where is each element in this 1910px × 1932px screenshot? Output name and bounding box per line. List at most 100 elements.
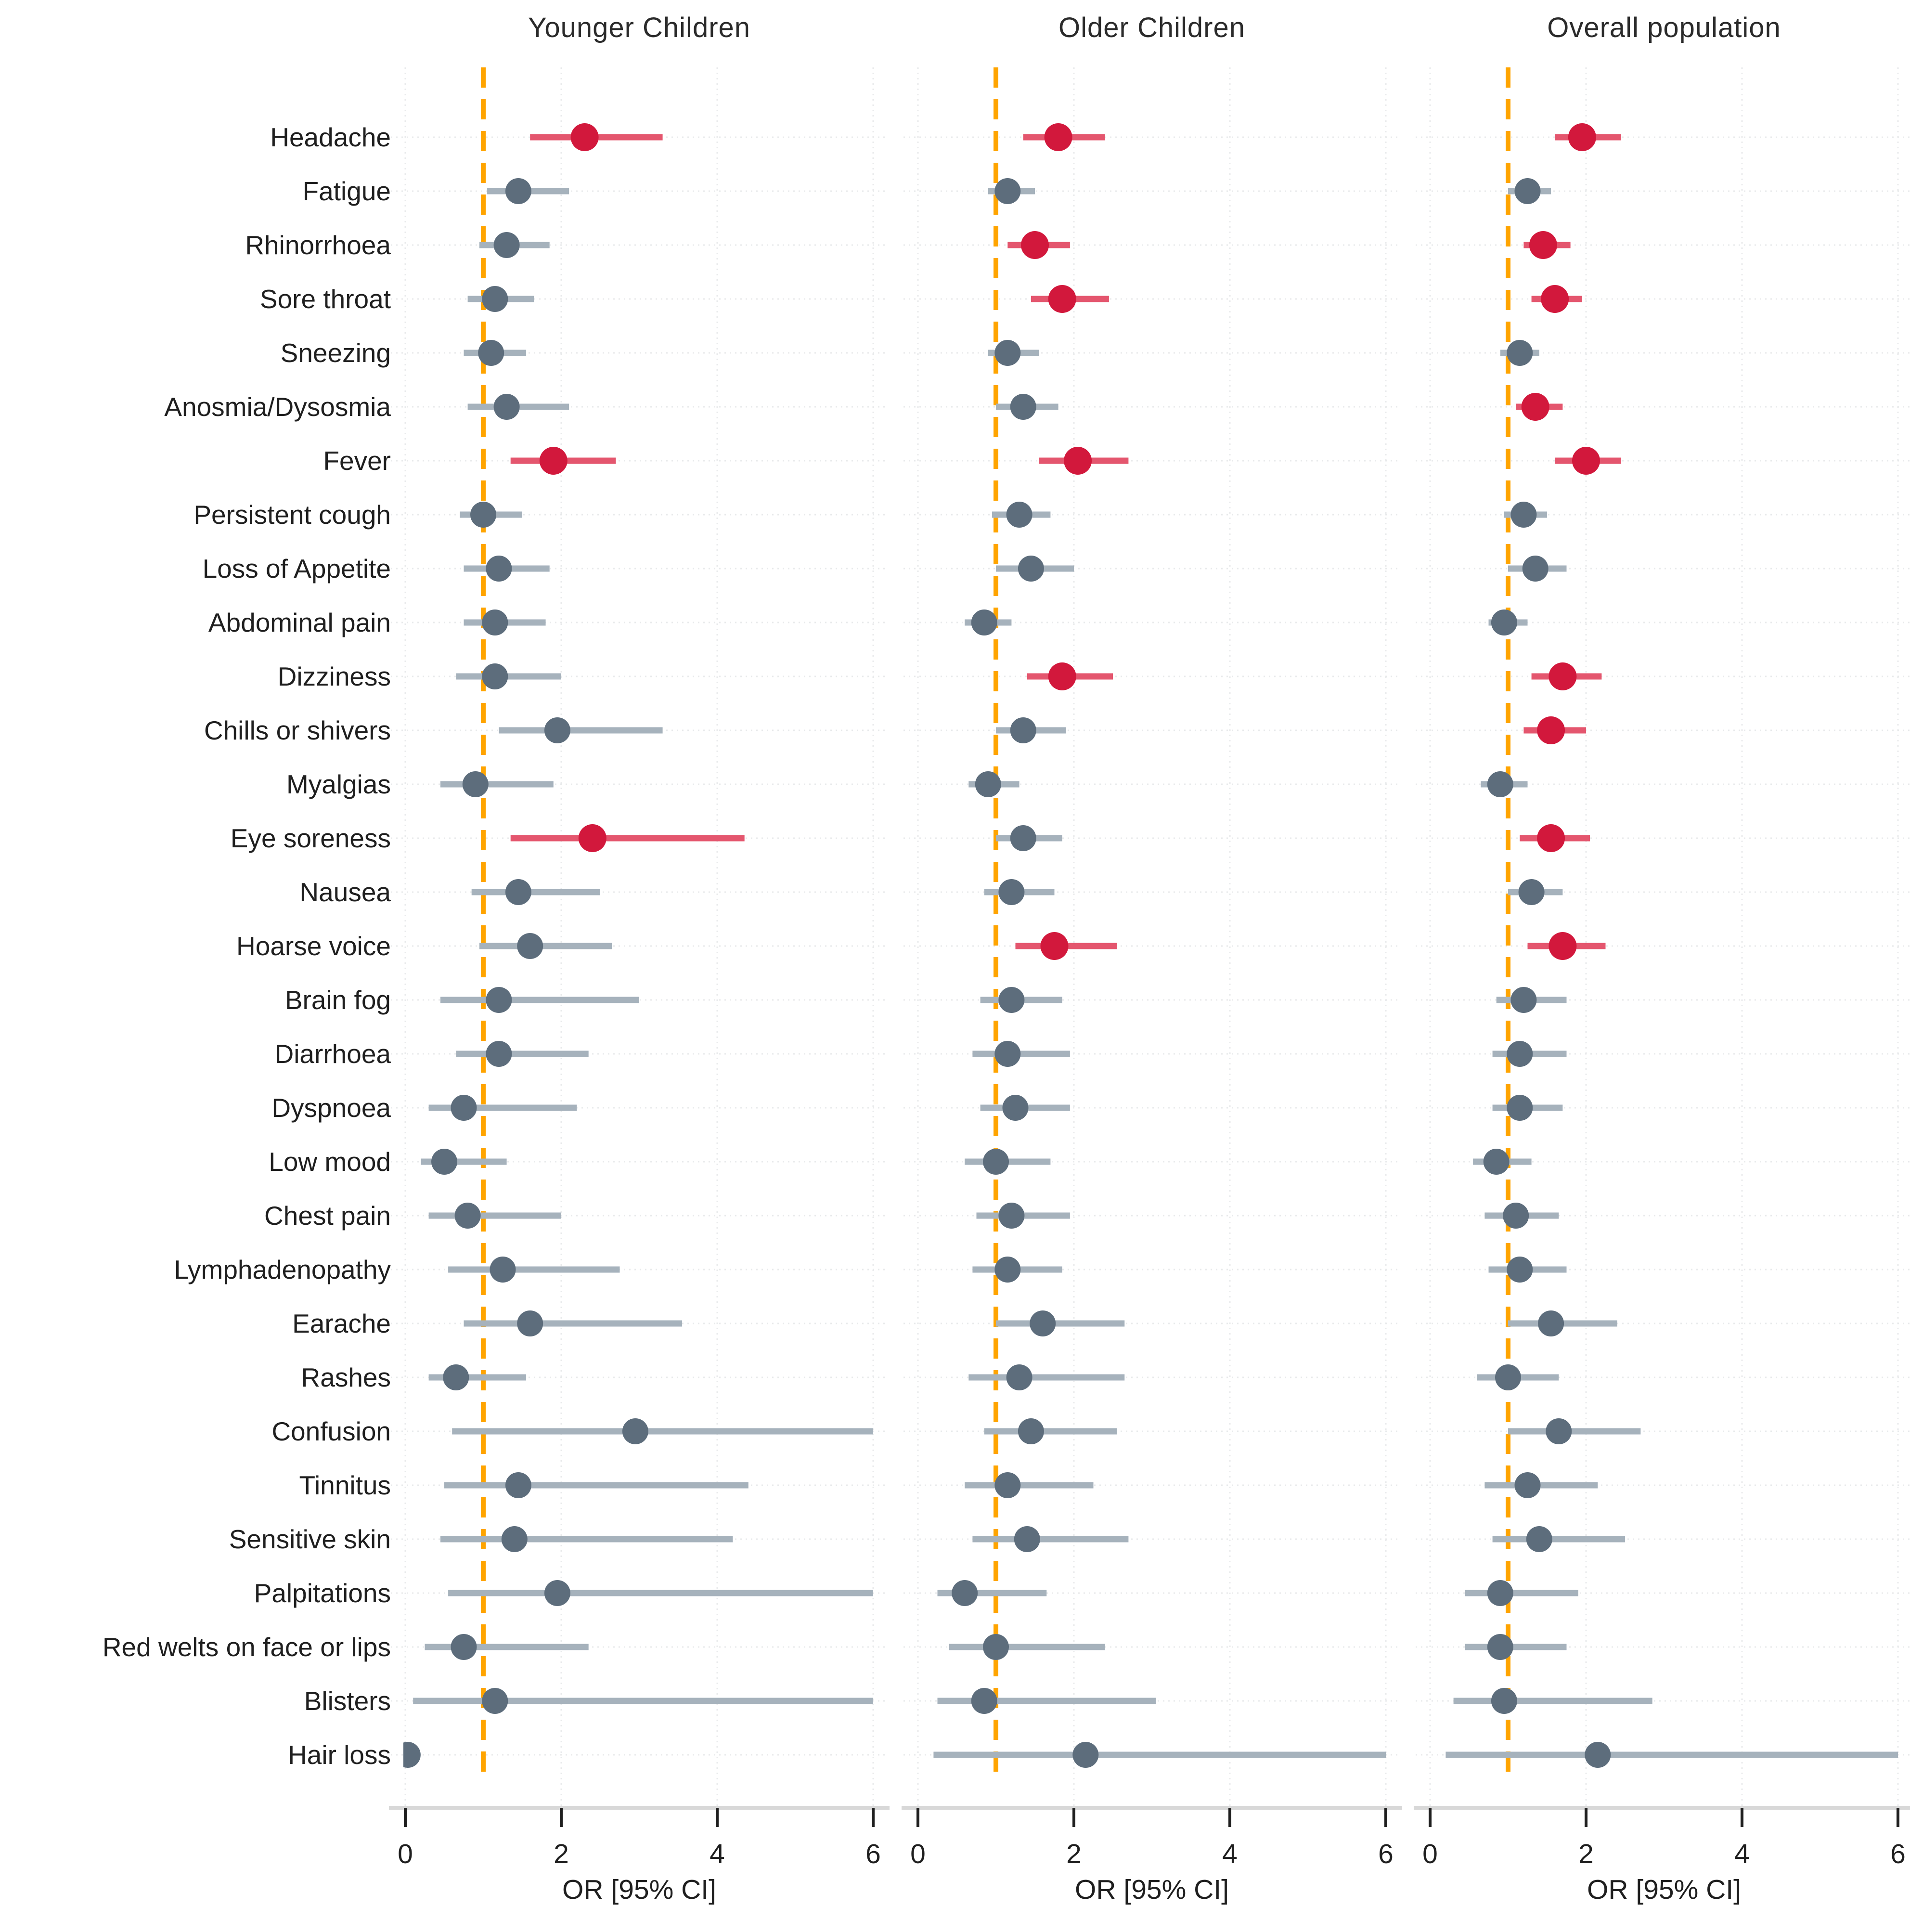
- symptom-label: Palpitations: [254, 1578, 391, 1608]
- or-point: [493, 394, 520, 420]
- symptom-label: Dyspnoea: [271, 1093, 391, 1123]
- or-point: [1522, 556, 1549, 582]
- or-point: [451, 1095, 477, 1121]
- or-point: [1549, 662, 1577, 690]
- symptom-label: Headache: [270, 122, 391, 152]
- or-point: [1585, 1742, 1611, 1768]
- x-tick-label: 0: [1422, 1839, 1438, 1869]
- or-point: [622, 1418, 648, 1444]
- or-point: [517, 933, 543, 959]
- or-point: [1018, 556, 1044, 582]
- panel-title-older-children: Older Children: [1058, 12, 1245, 43]
- or-point: [443, 1364, 469, 1390]
- or-point: [975, 771, 1001, 797]
- x-tick-label: 4: [710, 1839, 725, 1869]
- or-point: [1507, 1095, 1533, 1121]
- or-point: [505, 1472, 531, 1498]
- or-point: [505, 879, 531, 905]
- x-tick-label: 0: [910, 1839, 926, 1869]
- or-point: [1507, 1257, 1533, 1283]
- or-point: [1064, 447, 1092, 475]
- or-point: [1048, 662, 1076, 690]
- or-point: [971, 609, 997, 635]
- symptom-label: Fever: [323, 446, 391, 476]
- or-point: [403, 1742, 421, 1768]
- or-point: [952, 1580, 978, 1606]
- x-tick-label: 6: [865, 1839, 881, 1869]
- or-point: [1010, 825, 1036, 851]
- or-point: [501, 1526, 528, 1552]
- or-point: [1002, 1095, 1029, 1121]
- or-point: [482, 1688, 508, 1714]
- or-point: [486, 556, 512, 582]
- or-point: [1541, 285, 1569, 313]
- or-point: [998, 879, 1025, 905]
- x-axis-label-panel-2: OR [95% CI]: [1075, 1874, 1229, 1905]
- or-point: [994, 1257, 1021, 1283]
- symptom-label: Loss of Appetite: [203, 554, 391, 583]
- panel-series: [403, 123, 873, 1768]
- or-point: [1044, 123, 1072, 151]
- symptom-label: Dizziness: [278, 661, 391, 691]
- or-point: [493, 232, 520, 258]
- panel-title-younger-children: Younger Children: [528, 12, 751, 43]
- or-point: [1487, 1580, 1513, 1606]
- x-tick-label: 0: [398, 1839, 413, 1869]
- or-point: [998, 1203, 1025, 1229]
- or-point: [1518, 879, 1545, 905]
- x-tick-label: 4: [1734, 1839, 1750, 1869]
- x-tick-label: 2: [554, 1839, 569, 1869]
- or-point: [1514, 1472, 1541, 1498]
- symptom-label: Earache: [292, 1309, 391, 1338]
- or-point: [454, 1203, 481, 1229]
- symptom-label: Confusion: [271, 1416, 391, 1446]
- symptom-label: Rhinorrhoea: [245, 230, 391, 260]
- or-point: [578, 824, 607, 852]
- or-point: [1006, 502, 1032, 528]
- or-point: [486, 987, 512, 1013]
- or-point: [1495, 1364, 1521, 1390]
- symptom-label: Tinnitus: [299, 1470, 391, 1500]
- or-point: [544, 717, 570, 743]
- or-point: [482, 286, 508, 312]
- or-point: [1010, 717, 1036, 743]
- or-point: [1526, 1526, 1552, 1552]
- x-tick-label: 2: [1066, 1839, 1082, 1869]
- x-tick-label: 2: [1578, 1839, 1594, 1869]
- or-point: [994, 1041, 1021, 1067]
- or-point: [1537, 824, 1565, 852]
- panel-title-overall-population: Overall population: [1547, 12, 1781, 43]
- symptom-label: Brain fog: [285, 985, 391, 1015]
- or-point: [1572, 447, 1600, 475]
- or-point: [1072, 1742, 1099, 1768]
- or-point: [1529, 231, 1557, 259]
- or-point: [1510, 987, 1537, 1013]
- x-axis-label-panel-1: OR [95% CI]: [562, 1874, 716, 1905]
- or-point: [994, 340, 1021, 366]
- or-point: [998, 987, 1025, 1013]
- or-point: [1507, 340, 1533, 366]
- or-point: [431, 1149, 457, 1175]
- or-point: [1014, 1526, 1040, 1552]
- or-point: [983, 1634, 1009, 1660]
- symptom-label: Persistent cough: [194, 500, 391, 530]
- or-point: [470, 502, 496, 528]
- or-point: [1487, 771, 1513, 797]
- x-tick-label: 4: [1222, 1839, 1238, 1869]
- symptom-label: Diarrhoea: [274, 1039, 391, 1069]
- symptom-label: Sneezing: [281, 338, 391, 368]
- or-point: [539, 447, 568, 475]
- or-point: [1568, 123, 1596, 151]
- or-point: [1510, 502, 1537, 528]
- or-point: [1006, 1364, 1032, 1390]
- or-point: [1010, 394, 1036, 420]
- or-point: [1521, 393, 1549, 421]
- or-point: [482, 609, 508, 635]
- or-point: [486, 1041, 512, 1067]
- or-point: [570, 123, 599, 151]
- or-point: [462, 771, 489, 797]
- symptom-label: Abdominal pain: [208, 608, 391, 637]
- or-point: [1483, 1149, 1510, 1175]
- or-point: [1549, 932, 1577, 960]
